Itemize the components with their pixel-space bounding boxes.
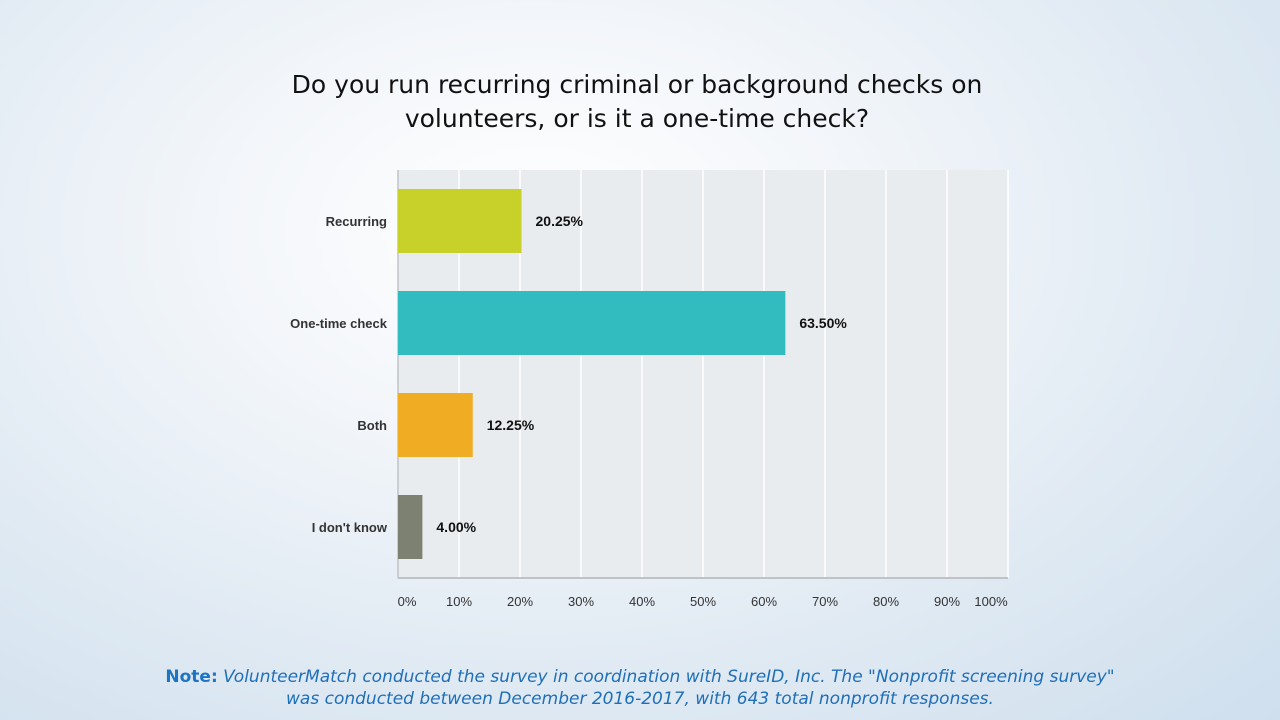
x-tick-label-0: 0% (398, 594, 417, 609)
note-label: Note: (165, 667, 218, 687)
x-tick-label-20: 20% (507, 594, 533, 609)
x-tick-label-70: 70% (812, 594, 838, 609)
chart-title: Do you run recurring criminal or backgro… (240, 68, 1034, 136)
category-label-one-time-check: One-time check (290, 316, 388, 331)
survey-note-line-1: Note: VolunteerMatch conducted the surve… (100, 666, 1180, 688)
x-tick-label-40: 40% (629, 594, 655, 609)
chart-title-line-1: Do you run recurring criminal or backgro… (291, 70, 983, 99)
x-tick-label-60: 60% (751, 594, 777, 609)
value-label-both: 12.25% (487, 417, 535, 433)
x-tick-label-50: 50% (690, 594, 716, 609)
x-tick-label-10: 10% (446, 594, 472, 609)
bar-recurring (398, 189, 522, 253)
category-label-recurring: Recurring (326, 214, 387, 229)
bar-chart: 0% 10% 20% 30% 40% 50% 60% 70% 80% 90% 100% Recurri… (290, 170, 1009, 609)
bar-one-time-check (398, 291, 786, 355)
chart-title-line-2: volunteers, or is it a one-time check? (404, 104, 870, 133)
x-tick-label-30: 30% (568, 594, 594, 609)
note-text-line-2: was conducted between December 2016-2017… (286, 689, 994, 709)
category-label-both: Both (357, 418, 387, 433)
value-label-one-time-check: 63.50% (799, 315, 847, 331)
bar-i-don-t-know (398, 495, 423, 559)
x-tick-label-90: 90% (934, 594, 960, 609)
survey-note: Note: VolunteerMatch conducted the surve… (100, 666, 1180, 710)
x-tick-label-100: 100% (974, 594, 1008, 609)
value-label-i-don-t-know: 4.00% (436, 519, 476, 535)
value-label-recurring: 20.25% (536, 213, 584, 229)
note-text-line-1: VolunteerMatch conducted the survey in c… (223, 667, 1115, 687)
category-label-i-don-t-know: I don't know (312, 520, 388, 535)
x-tick-label-80: 80% (873, 594, 899, 609)
bar-both (398, 393, 473, 457)
